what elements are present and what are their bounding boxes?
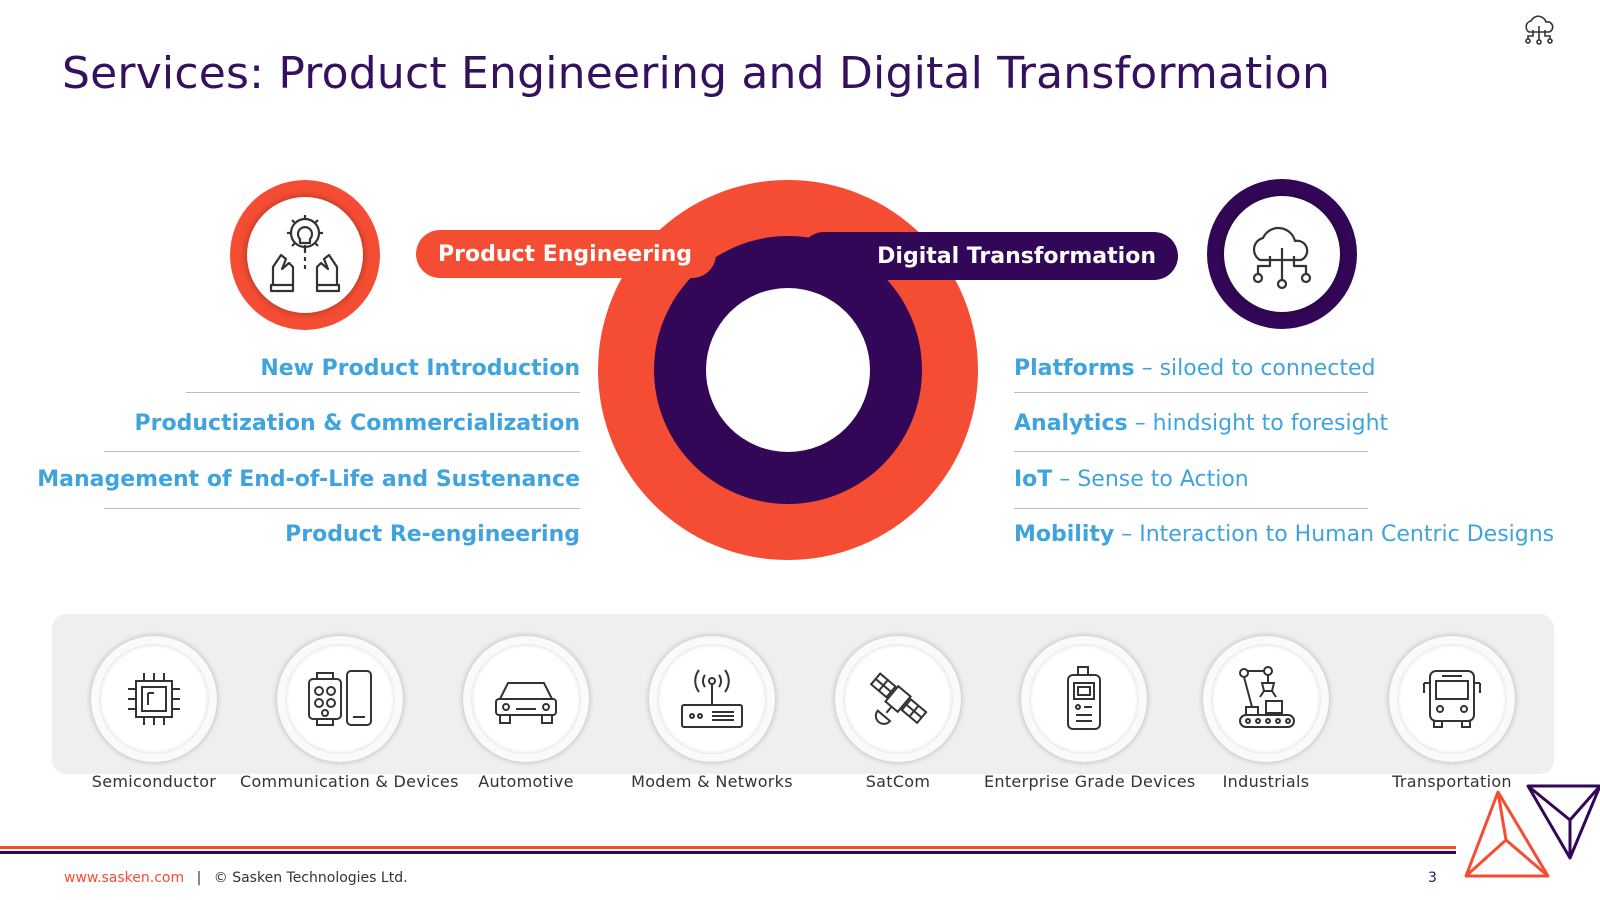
list-item-separator: – <box>1134 356 1160 381</box>
industry-label: Automotive <box>478 772 574 791</box>
list-item: Management of End-of-Life and Sustenance <box>37 467 580 492</box>
industry-automotive: Automotive <box>426 636 626 791</box>
footer-copyright: © Sasken Technologies Ltd. <box>213 870 408 886</box>
industry-icon-frame <box>1203 636 1329 762</box>
list-item-separator: – <box>1127 411 1153 436</box>
industry-label: SatCom <box>865 772 931 791</box>
industry-label: Semiconductor <box>91 772 217 791</box>
industry-label: Modem & Networks <box>631 772 793 791</box>
list-item: New Product Introduction <box>260 356 580 381</box>
list-item-separator: – <box>1052 467 1078 492</box>
footer: www.sasken.com | © Sasken Technologies L… <box>64 870 408 886</box>
list-item-description: Interaction to Human Centric Designs <box>1139 522 1555 547</box>
digital-transformation-badge <box>1207 179 1357 329</box>
list-item-separator: – <box>1114 522 1140 547</box>
industry-label: Transportation <box>1392 772 1512 791</box>
industry-communication-devices: Communication & Devices <box>240 636 459 791</box>
industry-enterprise-devices: Enterprise Grade Devices <box>984 636 1196 791</box>
industry-label: Enterprise Grade Devices <box>984 772 1196 791</box>
list-item-term: Analytics <box>1014 411 1128 436</box>
industry-label: Industrials <box>1222 772 1310 791</box>
product-engineering-pill: Product Engineering <box>416 230 716 278</box>
industry-transportation: Transportation <box>1352 636 1552 791</box>
divider <box>104 508 580 509</box>
footer-url[interactable]: www.sasken.com <box>64 870 185 886</box>
list-item-term: IoT <box>1014 467 1053 492</box>
list-item-description: Sense to Action <box>1077 467 1249 492</box>
gear-bulb-hands-icon <box>269 215 341 293</box>
industry-industrials: Industrials <box>1166 636 1366 791</box>
devices-icon <box>308 670 372 726</box>
industry-icon-frame <box>835 636 961 762</box>
list-item: IoT – Sense to Action <box>1014 467 1249 492</box>
industry-label: Communication & Devices <box>240 772 459 791</box>
product-engineering-badge <box>230 180 380 330</box>
digital-transformation-pill: Digital Transformation <box>800 232 1178 280</box>
divider <box>1014 451 1368 452</box>
list-item: Productization & Commercialization <box>134 411 580 436</box>
footer-separator: | <box>196 870 202 886</box>
divider <box>186 392 580 393</box>
divider <box>104 451 580 452</box>
divider <box>1014 392 1368 393</box>
list-item-description: hindsight to foresight <box>1152 411 1389 436</box>
router-icon <box>681 669 743 728</box>
divider <box>1014 508 1368 509</box>
industry-icon-frame <box>463 636 589 762</box>
list-item-term: Platforms <box>1014 356 1135 381</box>
satellite-icon <box>869 672 928 725</box>
industry-icon-frame <box>277 636 403 762</box>
list-item: Mobility – Interaction to Human Centric … <box>1014 522 1554 547</box>
bus-icon <box>1423 670 1481 728</box>
list-item: Platforms – siloed to connected <box>1014 356 1376 381</box>
list-item-term: Mobility <box>1014 522 1115 547</box>
cloud-network-icon <box>1525 15 1554 45</box>
chip-icon <box>128 673 180 725</box>
industry-semiconductor: Semiconductor <box>54 636 254 791</box>
industry-icon-frame <box>1021 636 1147 762</box>
list-item-description: siloed to connected <box>1159 356 1376 381</box>
page-number: 3 <box>1428 870 1437 886</box>
footer-rule-orange <box>0 846 1456 849</box>
list-item: Product Re-engineering <box>285 522 580 547</box>
industry-satcom: SatCom <box>798 636 998 791</box>
industry-icon-frame <box>1389 636 1515 762</box>
footer-rule-purple <box>0 851 1456 854</box>
industry-icon-frame <box>649 636 775 762</box>
list-item: Analytics – hindsight to foresight <box>1014 411 1388 436</box>
industry-icon-frame <box>91 636 217 762</box>
sasken-logo <box>1464 784 1600 878</box>
robot-arm-icon <box>1239 666 1295 728</box>
page-title: Services: Product Engineering and Digita… <box>62 48 1331 99</box>
center-ring-inner <box>706 288 870 452</box>
car-icon <box>495 682 557 724</box>
handheld-device-icon <box>1067 666 1101 730</box>
industry-modem-networks: Modem & Networks <box>612 636 812 791</box>
cloud-network-icon <box>1252 226 1312 290</box>
